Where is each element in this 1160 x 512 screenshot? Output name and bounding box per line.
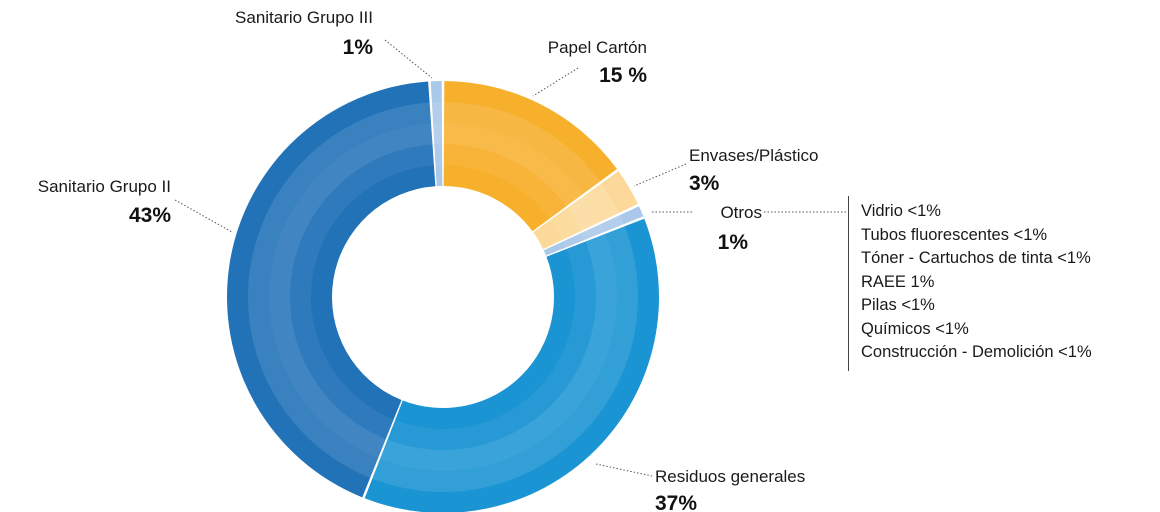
slice-band-sanitario-grupo-iii bbox=[433, 123, 443, 145]
otros-breakdown-item: Construcción - Demolición <1% bbox=[861, 343, 1092, 361]
slice-band-sanitario-grupo-ii bbox=[289, 144, 434, 439]
slice-band-papel-carton bbox=[443, 123, 584, 207]
slice-otros bbox=[543, 206, 644, 256]
otros-breakdown-item: Tubos fluorescentes <1% bbox=[861, 225, 1048, 244]
slice-band-papel-carton bbox=[444, 102, 601, 194]
slice-band-residuos-generales bbox=[372, 226, 638, 493]
otros-breakdown-list: Vidrio <1% Tubos fluorescentes <1% Tóner… bbox=[848, 196, 1092, 371]
slice-band-envases-plastico bbox=[550, 207, 582, 241]
slice-band-residuos-generales bbox=[387, 241, 596, 451]
otros-breakdown-item: Pilas <1% bbox=[861, 296, 935, 314]
slice-label-residuos-generales: Residuos generales bbox=[655, 467, 805, 486]
slice-band-residuos-generales bbox=[379, 233, 617, 471]
otros-breakdown-item: Tóner - Cartuchos de tinta <1% bbox=[861, 249, 1091, 267]
otros-breakdown-item: Vidrio <1% bbox=[861, 202, 941, 220]
slice-sanitario-grupo-ii bbox=[227, 81, 436, 498]
slice-band-papel-carton bbox=[443, 144, 567, 219]
slice-label-papel-carton: Papel Cartón bbox=[548, 38, 647, 57]
slice-band-sanitario-grupo-iii bbox=[434, 144, 443, 166]
slice-band-otros bbox=[562, 232, 585, 248]
slice-envases-plastico bbox=[533, 171, 638, 250]
slice-pct-papel-carton: 15 % bbox=[599, 64, 647, 87]
slice-band-otros bbox=[581, 223, 605, 240]
slice-band-envases-plastico bbox=[567, 195, 600, 232]
leader-line-sanitario-ii bbox=[174, 199, 233, 233]
leader-line-papel bbox=[532, 67, 579, 97]
slice-label-sanitario-grupo-iii: Sanitario Grupo III bbox=[235, 8, 373, 27]
slice-pct-envases-plastico: 3% bbox=[689, 172, 720, 195]
slice-pct-residuos-generales: 37% bbox=[655, 492, 697, 512]
slice-sanitario-grupo-iii bbox=[430, 81, 443, 187]
slice-pct-otros: 1% bbox=[718, 231, 749, 254]
otros-breakdown-item: RAEE 1% bbox=[861, 272, 935, 291]
leader-line-residuos bbox=[595, 463, 653, 477]
slice-band-sanitario-grupo-ii bbox=[248, 102, 432, 478]
leader-line-sanitario-iii bbox=[384, 39, 433, 79]
slice-label-otros: Otros bbox=[720, 203, 762, 222]
leader-line-envases bbox=[633, 163, 687, 187]
slice-label-envases-plastico: Envases/Plástico bbox=[689, 146, 818, 165]
slice-band-sanitario-grupo-iii bbox=[431, 102, 442, 124]
slice-band-otros bbox=[600, 215, 624, 232]
donut-slices bbox=[227, 81, 659, 512]
slice-residuos-generales bbox=[364, 218, 659, 512]
slice-label-sanitario-grupo-ii: Sanitario Grupo II bbox=[38, 177, 171, 196]
slice-papel-carton bbox=[443, 81, 617, 232]
slice-band-sanitario-grupo-ii bbox=[269, 123, 433, 459]
otros-breakdown-item: Químicos <1% bbox=[861, 319, 969, 338]
slice-pct-sanitario-grupo-ii: 43% bbox=[129, 204, 171, 227]
slice-pct-sanitario-grupo-iii: 1% bbox=[343, 36, 374, 59]
slice-band-envases-plastico bbox=[584, 183, 619, 222]
